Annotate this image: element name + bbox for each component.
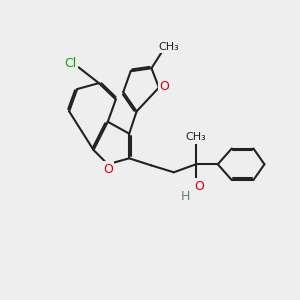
Text: CH₃: CH₃ (186, 132, 206, 142)
Text: O: O (195, 180, 205, 193)
Text: O: O (159, 80, 169, 93)
Text: H: H (181, 190, 190, 203)
Text: Cl: Cl (64, 57, 76, 70)
Text: CH₃: CH₃ (158, 42, 179, 52)
Text: O: O (103, 163, 113, 176)
